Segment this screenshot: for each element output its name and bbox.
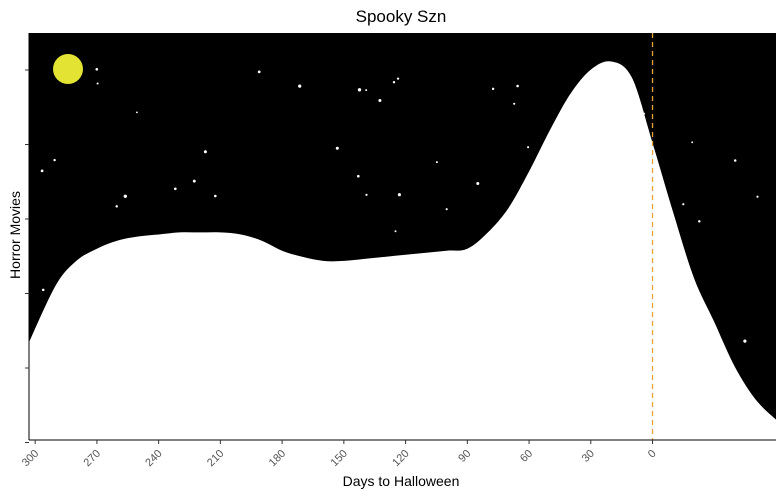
star (192, 179, 196, 183)
chart-title: Spooky Szn (356, 7, 447, 26)
x-tick-label: 120 (390, 448, 411, 469)
star (115, 205, 118, 208)
x-tick-label: 180 (267, 448, 288, 469)
x-tick-label: 60 (518, 448, 535, 465)
density-area (29, 61, 776, 441)
star (53, 158, 56, 162)
x-tick-label: 240 (143, 448, 164, 469)
star (365, 193, 368, 196)
star (123, 194, 127, 198)
star (396, 77, 400, 80)
star (476, 181, 480, 186)
star (95, 67, 99, 71)
star (698, 220, 701, 223)
star (257, 70, 261, 74)
x-tick-label: 0 (646, 448, 659, 461)
star (298, 84, 302, 88)
x-axis-title: Days to Halloween (343, 473, 460, 489)
star (743, 339, 747, 343)
star (378, 98, 382, 103)
star (513, 102, 516, 105)
x-tick-label: 270 (82, 448, 103, 469)
star (691, 141, 694, 144)
star (445, 208, 448, 211)
star (365, 89, 368, 92)
star (173, 187, 177, 191)
x-tick-label: 300 (20, 448, 41, 469)
x-tick-label: 90 (456, 448, 473, 465)
x-tick-label: 30 (580, 448, 597, 465)
star (682, 203, 685, 206)
star (397, 193, 401, 197)
star (356, 174, 360, 178)
star (527, 146, 530, 149)
star (357, 88, 362, 92)
star (435, 161, 438, 164)
star (491, 87, 495, 91)
moon (53, 54, 83, 84)
star (516, 84, 519, 88)
star (203, 150, 207, 154)
star (136, 111, 138, 114)
star (96, 82, 99, 85)
star (40, 169, 44, 173)
star (756, 195, 759, 198)
star (733, 159, 737, 162)
y-axis-title: Horror Movies (7, 191, 23, 279)
star (213, 194, 217, 198)
plot-area: 300 270 240 210 180 150 120 90 60 30 0 (20, 33, 776, 469)
star (41, 288, 45, 292)
x-tick-label: 150 (329, 448, 350, 469)
x-tick-label: 210 (205, 448, 226, 469)
star (392, 81, 396, 84)
star (394, 230, 397, 233)
star (335, 146, 339, 150)
